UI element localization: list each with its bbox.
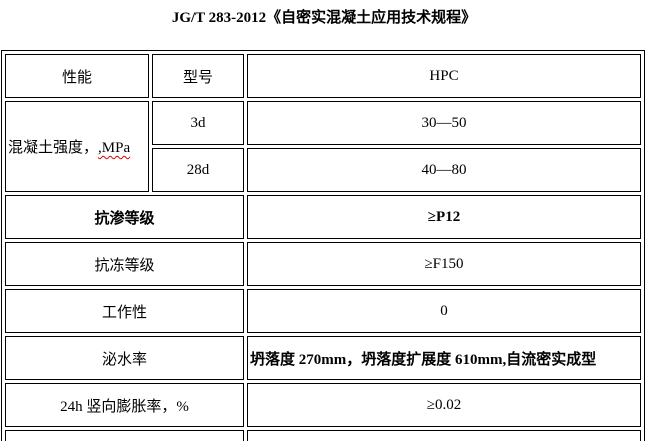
header-cell-series: HPC — [247, 54, 641, 98]
row-label-cell: 工作性 — [5, 289, 244, 333]
strength-label: 混凝土强度， — [8, 140, 99, 156]
strength-value-cell: 30—50 — [247, 101, 641, 145]
row-label-cell: 抗渗等级 — [5, 195, 244, 239]
strength-value-cell: 40—80 — [247, 148, 641, 192]
row-value-cell — [247, 430, 641, 441]
row-value-cell: 坍落度 270mm，坍落度扩展度 610mm,自流密实成型 — [247, 336, 641, 380]
table-row-impermeability: 抗渗等级 ≥P12 — [5, 195, 641, 239]
row-value-cell: ≥0.02 — [247, 383, 641, 427]
table-row-workability: 工作性 0 — [5, 289, 641, 333]
strength-label-cell: 混凝土强度，,MPa — [5, 101, 149, 192]
table-row-strength-28d: 28d 40—80 — [5, 148, 641, 192]
table-row-bleeding-rate: 泌水率 坍落度 270mm，坍落度扩展度 610mm,自流密实成型 — [5, 336, 641, 380]
row-value-cell: 0 — [247, 289, 641, 333]
header-cell-model: 型号 — [152, 54, 244, 98]
strength-label-flagged: ,MPa — [98, 140, 131, 156]
row-label-cell: 泌水率 — [5, 336, 244, 380]
row-value-cell: ≥P12 — [247, 195, 641, 239]
header-cell-property: 性能 — [5, 54, 149, 98]
table-row-header: 性能 型号 HPC — [5, 54, 641, 98]
row-label-cell — [5, 430, 244, 441]
table-row-expansion-rate: 24h 竖向膨胀率，% ≥0.02 — [5, 383, 641, 427]
table-row-frost-resistance: 抗冻等级 ≥F150 — [5, 242, 641, 286]
strength-age-cell: 28d — [152, 148, 244, 192]
spec-table: 性能 型号 HPC 混凝土强度，,MPa 3d 30—50 28d 40—80 … — [1, 50, 645, 441]
table-row-strength-3d: 混凝土强度，,MPa 3d 30—50 — [5, 101, 641, 192]
row-value-cell: ≥F150 — [247, 242, 641, 286]
row-label-cell: 抗冻等级 — [5, 242, 244, 286]
row-label-cell: 24h 竖向膨胀率，% — [5, 383, 244, 427]
page-title: JG/T 283-2012《自密实混凝土应用技术规程》 — [171, 10, 477, 26]
strength-age-cell: 3d — [152, 101, 244, 145]
table-row-clipped — [5, 430, 641, 441]
